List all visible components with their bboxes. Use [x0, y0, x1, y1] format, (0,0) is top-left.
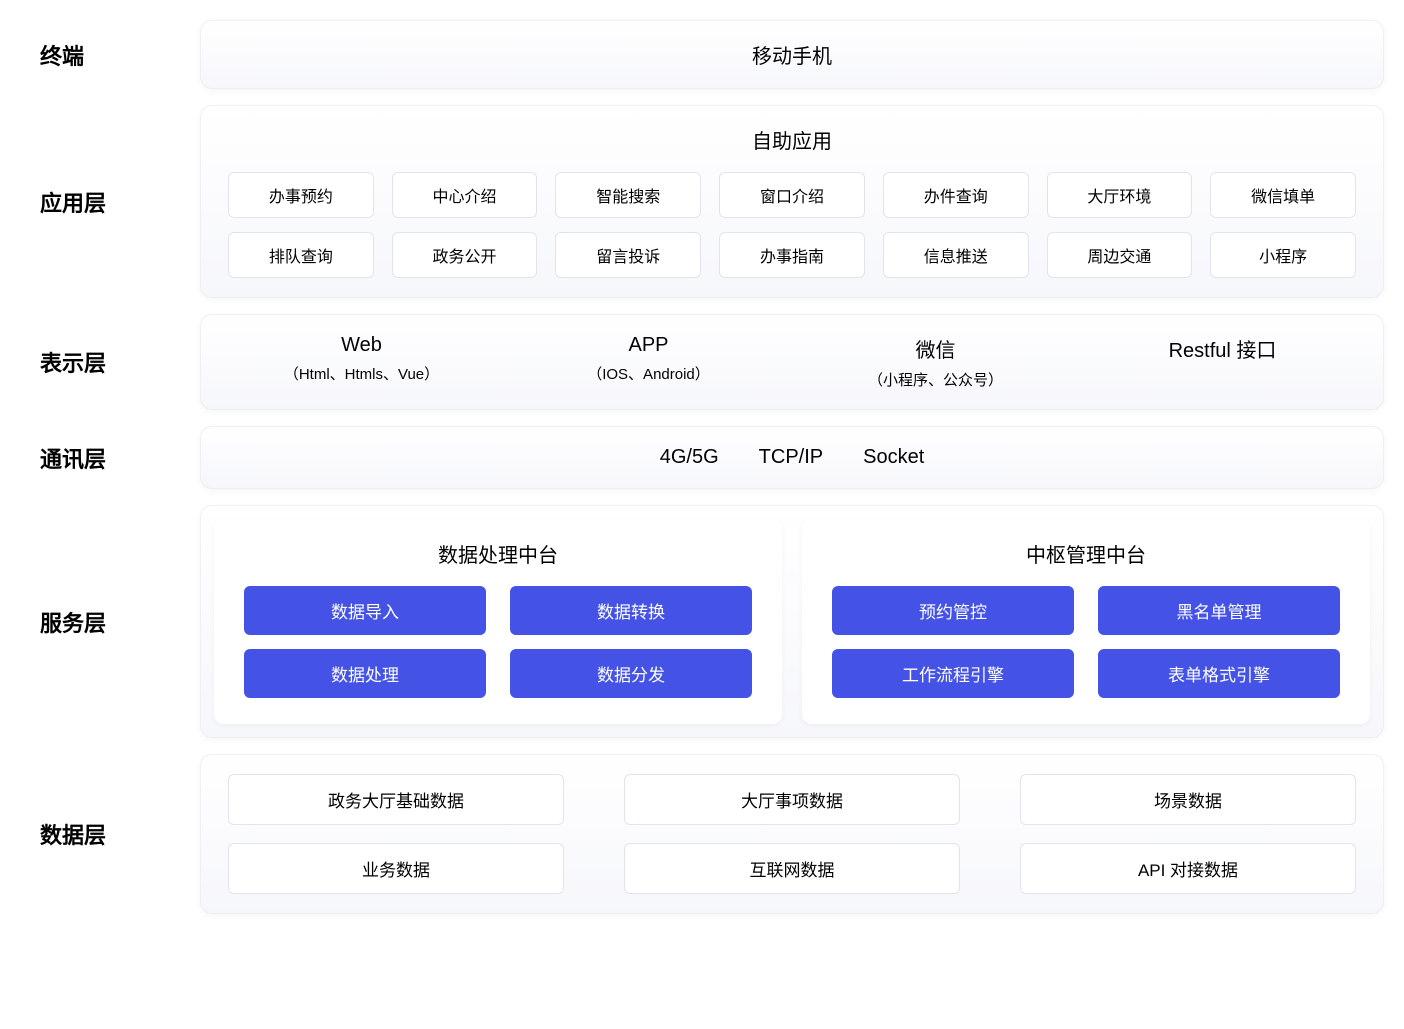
service-split: 数据处理中台 数据导入 数据转换 数据处理 数据分发 中枢管理中台 预约管控 黑… [214, 519, 1370, 724]
app-chip: 排队查询 [228, 232, 374, 278]
terminal-text: 移动手机 [228, 40, 1356, 69]
present-sub: （IOS、Android） [515, 363, 782, 384]
application-title: 自助应用 [228, 125, 1356, 154]
present-app: APP （IOS、Android） [515, 334, 782, 390]
app-chip: 信息推送 [883, 232, 1029, 278]
service-blue-grid: 数据导入 数据转换 数据处理 数据分发 [244, 586, 752, 698]
layer-communication: 通讯层 4G/5G TCP/IP Socket [20, 426, 1384, 489]
blue-chip: 表单格式引擎 [1098, 649, 1340, 698]
app-chip: 办事指南 [719, 232, 865, 278]
layer-label-service: 服务层 [20, 606, 200, 638]
comm-item: TCP/IP [759, 446, 823, 469]
app-chip: 中心介绍 [392, 172, 538, 218]
layer-panel-service: 数据处理中台 数据导入 数据转换 数据处理 数据分发 中枢管理中台 预约管控 黑… [200, 505, 1384, 738]
service-panel-title: 数据处理中台 [244, 539, 752, 568]
application-grid: 办事预约 中心介绍 智能搜索 窗口介绍 办件查询 大厅环境 微信填单 排队查询 … [228, 172, 1356, 278]
app-chip: 留言投诉 [555, 232, 701, 278]
layer-terminal: 终端 移动手机 [20, 20, 1384, 89]
blue-chip: 数据处理 [244, 649, 486, 698]
service-blue-grid: 预约管控 黑名单管理 工作流程引擎 表单格式引擎 [832, 586, 1340, 698]
layer-data: 数据层 政务大厅基础数据 大厅事项数据 场景数据 业务数据 互联网数据 API … [20, 754, 1384, 914]
present-web: Web （Html、Htmls、Vue） [228, 334, 495, 390]
layer-service: 服务层 数据处理中台 数据导入 数据转换 数据处理 数据分发 中枢管理中台 预约… [20, 505, 1384, 738]
present-sub: （小程序、公众号） [802, 369, 1069, 390]
present-main: Web [228, 334, 495, 357]
blue-chip: 数据转换 [510, 586, 752, 635]
layer-panel-presentation: Web （Html、Htmls、Vue） APP （IOS、Android） 微… [200, 314, 1384, 410]
data-chip: API 对接数据 [1020, 843, 1356, 894]
app-chip: 办事预约 [228, 172, 374, 218]
blue-chip: 数据导入 [244, 586, 486, 635]
blue-chip: 数据分发 [510, 649, 752, 698]
layer-label-data: 数据层 [20, 818, 200, 850]
presentation-row: Web （Html、Htmls、Vue） APP （IOS、Android） 微… [228, 334, 1356, 390]
app-chip: 智能搜索 [555, 172, 701, 218]
data-chip: 场景数据 [1020, 774, 1356, 825]
present-restful: Restful 接口 [1089, 334, 1356, 390]
app-chip: 政务公开 [392, 232, 538, 278]
data-chip: 业务数据 [228, 843, 564, 894]
app-chip: 办件查询 [883, 172, 1029, 218]
layer-panel-data: 政务大厅基础数据 大厅事项数据 场景数据 业务数据 互联网数据 API 对接数据 [200, 754, 1384, 914]
blue-chip: 黑名单管理 [1098, 586, 1340, 635]
present-sub: （Html、Htmls、Vue） [228, 363, 495, 384]
data-chip: 大厅事项数据 [624, 774, 960, 825]
data-grid: 政务大厅基础数据 大厅事项数据 场景数据 业务数据 互联网数据 API 对接数据 [228, 774, 1356, 894]
layer-presentation: 表示层 Web （Html、Htmls、Vue） APP （IOS、Androi… [20, 314, 1384, 410]
blue-chip: 工作流程引擎 [832, 649, 1074, 698]
data-chip: 政务大厅基础数据 [228, 774, 564, 825]
data-chip: 互联网数据 [624, 843, 960, 894]
service-panel-central-mgmt: 中枢管理中台 预约管控 黑名单管理 工作流程引擎 表单格式引擎 [802, 519, 1370, 724]
layer-label-communication: 通讯层 [20, 442, 200, 474]
layer-label-terminal: 终端 [20, 39, 200, 71]
comm-item: 4G/5G [660, 446, 719, 469]
present-main: 微信 [802, 334, 1069, 363]
present-wechat: 微信 （小程序、公众号） [802, 334, 1069, 390]
service-panel-data-process: 数据处理中台 数据导入 数据转换 数据处理 数据分发 [214, 519, 782, 724]
layer-panel-application: 自助应用 办事预约 中心介绍 智能搜索 窗口介绍 办件查询 大厅环境 微信填单 … [200, 105, 1384, 298]
app-chip: 大厅环境 [1047, 172, 1193, 218]
layer-label-application: 应用层 [20, 186, 200, 218]
app-chip: 小程序 [1210, 232, 1356, 278]
comm-item: Socket [863, 446, 924, 469]
present-main: APP [515, 334, 782, 357]
app-chip: 窗口介绍 [719, 172, 865, 218]
app-chip: 微信填单 [1210, 172, 1356, 218]
present-main: Restful 接口 [1089, 334, 1356, 363]
communication-row: 4G/5G TCP/IP Socket [228, 446, 1356, 469]
blue-chip: 预约管控 [832, 586, 1074, 635]
layer-panel-terminal: 移动手机 [200, 20, 1384, 89]
app-chip: 周边交通 [1047, 232, 1193, 278]
service-panel-title: 中枢管理中台 [832, 539, 1340, 568]
architecture-diagram: 终端 移动手机 应用层 自助应用 办事预约 中心介绍 智能搜索 窗口介绍 办件查… [20, 20, 1384, 914]
layer-panel-communication: 4G/5G TCP/IP Socket [200, 426, 1384, 489]
layer-label-presentation: 表示层 [20, 346, 200, 378]
layer-application: 应用层 自助应用 办事预约 中心介绍 智能搜索 窗口介绍 办件查询 大厅环境 微… [20, 105, 1384, 298]
